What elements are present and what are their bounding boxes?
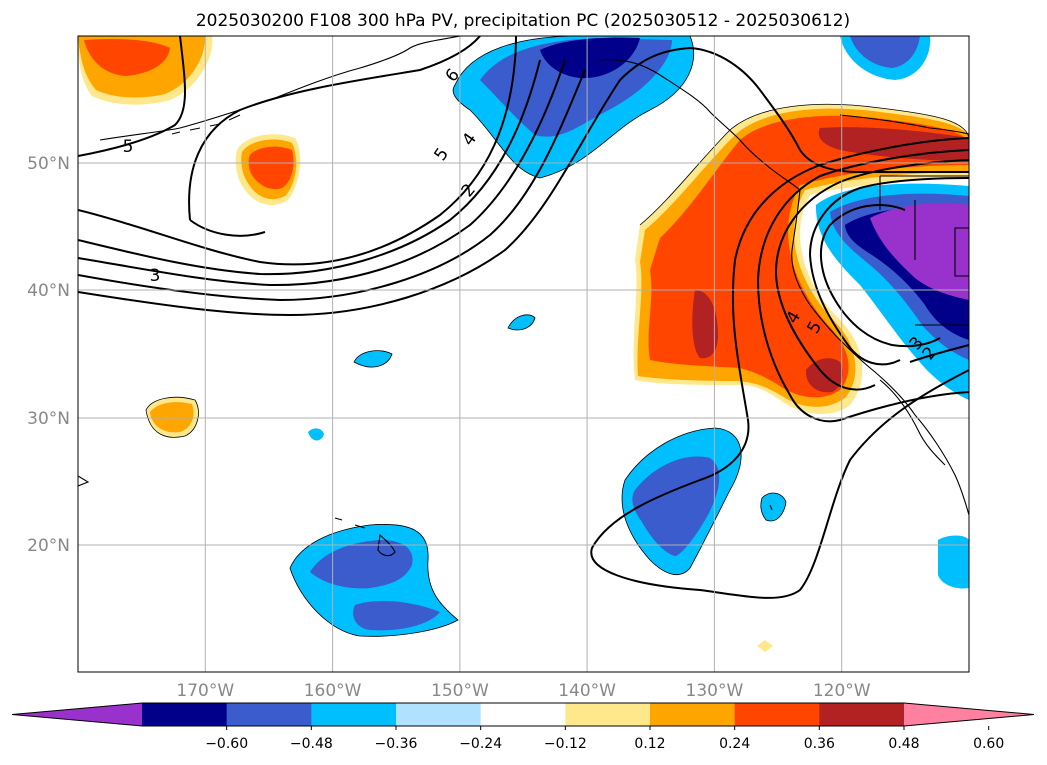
x-axis-tick-labels: 170°W 160°W 150°W 140°W 130°W 120°W: [176, 681, 870, 701]
pv-contours: [78, 36, 969, 599]
y-tick-label: 30°N: [27, 409, 70, 429]
colorbar-tick-label: −0.12: [544, 736, 587, 752]
precip-anomaly-small-negative-cells: [308, 36, 969, 589]
colorbar-extend-min: [12, 703, 142, 726]
colorbar-tick-label: −0.60: [205, 736, 248, 752]
colorbar-segment: [650, 703, 736, 726]
colorbar-tick-label: 0.60: [973, 736, 1004, 752]
pv-label-6: 3: [150, 266, 161, 286]
colorbar-tick-label: 0.36: [804, 736, 835, 752]
y-tick-label: 50°N: [27, 154, 70, 174]
map-frame: [77, 35, 970, 673]
colorbar-segment: [311, 703, 397, 726]
x-tick-label: 120°W: [813, 681, 871, 701]
colorbar-segment: [480, 703, 566, 726]
colorbar-extend-max: [904, 703, 1034, 726]
colorbar: −0.60 −0.48 −0.36 −0.24 −0.12 0.12 0.24 0.36 0.4…: [11, 702, 1035, 752]
colorbar-segment: [226, 703, 312, 726]
colorbar-tick-label: −0.24: [459, 736, 502, 752]
graticule: [78, 36, 969, 672]
precip-anomaly-negative-hawaii: [290, 524, 458, 637]
x-tick-label: 130°W: [686, 681, 744, 701]
precip-anomaly-small-positive-cells: [78, 36, 773, 652]
coastlines: [78, 36, 969, 557]
colorbar-segment: [396, 703, 482, 726]
x-tick-label: 170°W: [176, 681, 234, 701]
colorbar-segment: [565, 703, 651, 726]
colorbar-segment: [819, 703, 905, 726]
map-plot-area: 5 6 5 4 2 3 4 5 3 2: [78, 36, 969, 672]
x-tick-label: 160°W: [304, 681, 362, 701]
colorbar-tick-label: 0.48: [888, 736, 919, 752]
pv-label-1: 5: [123, 137, 134, 157]
x-tick-label: 140°W: [558, 681, 616, 701]
y-tick-label: 40°N: [27, 281, 70, 301]
colorbar-tick-label: 0.12: [634, 736, 665, 752]
colorbar-tick-label: 0.24: [719, 736, 750, 752]
colorbar-segment: [142, 703, 228, 726]
precip-anomaly-negative-interior-west: [815, 183, 969, 400]
y-axis-tick-labels: 50°N 40°N 30°N 20°N: [27, 154, 70, 556]
x-tick-label: 150°W: [431, 681, 489, 701]
colorbar-segment: [734, 703, 820, 726]
chart-title: 2025030200 F108 300 hPa PV, precipitatio…: [196, 11, 850, 31]
colorbar-tick-label: −0.48: [290, 736, 333, 752]
y-tick-label: 20°N: [27, 536, 70, 556]
colorbar-tick-label: −0.36: [375, 736, 418, 752]
colorbar-outline: [11, 702, 1035, 727]
precip-anomaly-outlines: [145, 36, 969, 637]
